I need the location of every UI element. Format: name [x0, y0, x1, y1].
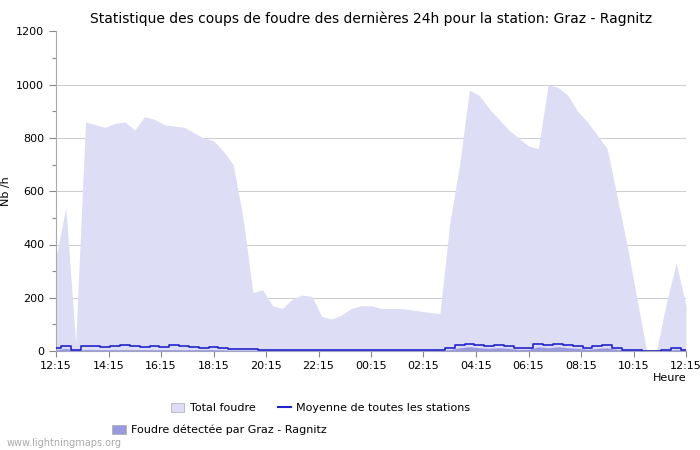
Text: www.lightningmaps.org: www.lightningmaps.org: [7, 438, 122, 448]
Legend: Foudre détectée par Graz - Ragnitz: Foudre détectée par Graz - Ragnitz: [108, 420, 332, 440]
Title: Statistique des coups de foudre des dernières 24h pour la station: Graz - Ragnit: Statistique des coups de foudre des dern…: [90, 12, 652, 26]
Y-axis label: Nb /h: Nb /h: [1, 176, 10, 206]
Text: Heure: Heure: [652, 374, 686, 383]
